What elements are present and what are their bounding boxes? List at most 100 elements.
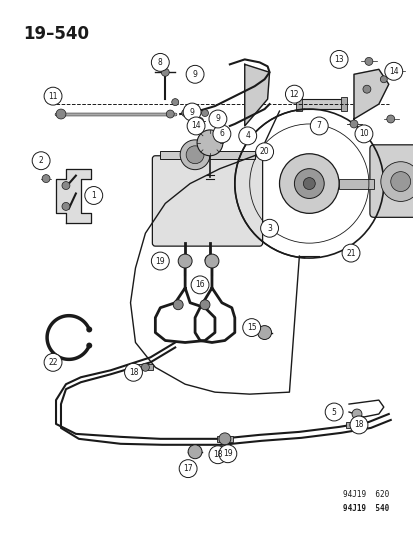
- Circle shape: [390, 172, 410, 191]
- Circle shape: [349, 416, 367, 434]
- Circle shape: [180, 140, 209, 169]
- Circle shape: [349, 421, 357, 429]
- Circle shape: [186, 66, 204, 83]
- Circle shape: [218, 445, 236, 463]
- Circle shape: [242, 319, 260, 336]
- Circle shape: [180, 255, 190, 265]
- Bar: [299, 99, 343, 109]
- Text: 19–540: 19–540: [23, 25, 89, 43]
- Text: 9: 9: [189, 108, 194, 117]
- Circle shape: [238, 127, 256, 145]
- Circle shape: [179, 459, 197, 478]
- Text: 20: 20: [259, 147, 269, 156]
- Circle shape: [380, 161, 413, 201]
- Circle shape: [384, 62, 402, 80]
- Polygon shape: [244, 64, 269, 126]
- Circle shape: [212, 125, 230, 143]
- Circle shape: [199, 300, 209, 310]
- Circle shape: [325, 403, 342, 421]
- Circle shape: [183, 103, 201, 121]
- Circle shape: [294, 168, 323, 198]
- Circle shape: [86, 327, 92, 333]
- Text: 11: 11: [48, 92, 58, 101]
- Bar: [160, 151, 254, 159]
- Bar: [338, 179, 373, 189]
- Circle shape: [44, 353, 62, 372]
- Circle shape: [32, 152, 50, 169]
- Text: 3: 3: [266, 224, 271, 233]
- Text: 13: 13: [333, 55, 343, 64]
- Text: 9: 9: [215, 115, 220, 124]
- Circle shape: [204, 255, 214, 265]
- Text: 21: 21: [345, 248, 355, 257]
- Text: 22: 22: [48, 358, 58, 367]
- Text: 10: 10: [358, 130, 368, 139]
- Circle shape: [173, 300, 183, 310]
- FancyBboxPatch shape: [152, 156, 262, 246]
- FancyBboxPatch shape: [369, 145, 413, 217]
- Text: 18: 18: [128, 368, 138, 377]
- Circle shape: [364, 58, 372, 66]
- Text: 4: 4: [244, 131, 249, 140]
- Circle shape: [204, 254, 218, 268]
- Circle shape: [151, 53, 169, 71]
- Circle shape: [209, 446, 226, 464]
- Circle shape: [351, 409, 361, 419]
- Circle shape: [260, 219, 278, 237]
- Circle shape: [62, 203, 70, 211]
- Circle shape: [178, 254, 192, 268]
- Circle shape: [188, 445, 202, 459]
- Text: 8: 8: [157, 58, 162, 67]
- Text: 12: 12: [289, 90, 299, 99]
- Circle shape: [124, 364, 142, 381]
- Circle shape: [310, 117, 328, 135]
- Circle shape: [196, 117, 203, 125]
- Bar: [216, 436, 232, 442]
- Bar: [345, 422, 361, 428]
- Text: 5: 5: [331, 408, 336, 416]
- Circle shape: [221, 435, 228, 443]
- Bar: [340, 97, 346, 111]
- Circle shape: [197, 130, 222, 156]
- Circle shape: [191, 276, 209, 294]
- Circle shape: [330, 51, 347, 68]
- Circle shape: [279, 154, 338, 213]
- Circle shape: [386, 115, 394, 123]
- Circle shape: [166, 110, 174, 118]
- Text: 19: 19: [155, 256, 165, 265]
- Circle shape: [44, 87, 62, 105]
- Text: 14: 14: [388, 67, 398, 76]
- Text: 6: 6: [219, 130, 224, 139]
- Text: 94J19  540: 94J19 540: [342, 504, 388, 513]
- Circle shape: [218, 433, 230, 445]
- Circle shape: [186, 146, 204, 164]
- Circle shape: [303, 177, 315, 190]
- Polygon shape: [353, 69, 388, 119]
- Circle shape: [257, 326, 271, 340]
- Polygon shape: [56, 168, 90, 223]
- Text: 17: 17: [183, 464, 192, 473]
- Circle shape: [392, 67, 400, 75]
- Circle shape: [56, 109, 66, 119]
- Circle shape: [181, 110, 188, 117]
- Circle shape: [354, 125, 372, 143]
- Text: 94J19  620: 94J19 620: [342, 490, 388, 499]
- Bar: [137, 365, 153, 370]
- Circle shape: [141, 364, 149, 372]
- Circle shape: [171, 99, 178, 106]
- Circle shape: [86, 343, 92, 349]
- Bar: [296, 97, 301, 111]
- Text: 2: 2: [39, 156, 43, 165]
- Circle shape: [380, 76, 386, 83]
- Circle shape: [285, 85, 303, 103]
- Circle shape: [187, 117, 204, 135]
- Circle shape: [151, 252, 169, 270]
- Text: 18: 18: [354, 421, 363, 430]
- Text: 18: 18: [213, 450, 222, 459]
- Text: 9: 9: [192, 70, 197, 79]
- Circle shape: [85, 187, 102, 205]
- Circle shape: [349, 120, 357, 128]
- Circle shape: [191, 110, 198, 117]
- Text: 7: 7: [316, 122, 321, 131]
- Circle shape: [341, 244, 359, 262]
